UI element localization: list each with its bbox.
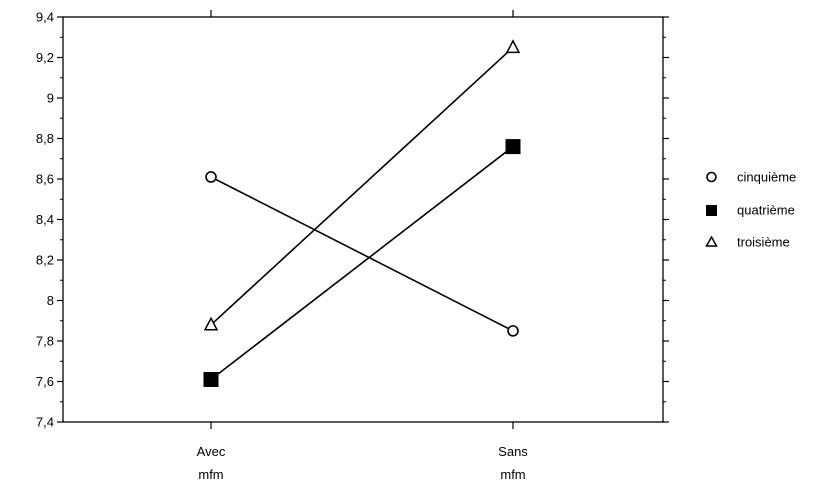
data-point — [203, 371, 219, 387]
legend-marker — [705, 235, 718, 247]
y-tick-label: 8,6 — [36, 172, 54, 187]
x-tick-label: Avec mfm — [197, 444, 226, 482]
series-group — [203, 39, 521, 387]
series-line — [210, 176, 514, 332]
legend-label: quatrième — [737, 203, 795, 218]
y-tick-label: 7,8 — [36, 334, 54, 349]
legend-marker — [706, 205, 717, 216]
legend-item: troisième — [705, 235, 790, 250]
plot-frame — [62, 16, 664, 423]
legend-item: cinquième — [706, 170, 796, 185]
y-tick-label: 9,4 — [36, 10, 54, 25]
series-quatrième — [203, 139, 521, 387]
plot-border — [62, 16, 664, 423]
y-tick-label: 8 — [47, 293, 54, 308]
data-point — [203, 316, 219, 331]
x-tick-label: Sans mfm — [498, 444, 528, 482]
series-line — [210, 145, 514, 381]
series-troisième — [203, 39, 521, 331]
legend-item: quatrième — [706, 203, 795, 218]
y-tick-label: 7,6 — [36, 374, 54, 389]
legend-marker — [706, 171, 717, 183]
y-tick-label: 8,2 — [36, 253, 54, 268]
y-axis: 7,4 7,6 7,8 8 8,2 8,4 8,6 8,8 9 9,2 9,4 — [36, 10, 669, 430]
series-line — [210, 46, 514, 326]
y-tick-label: 7,4 — [36, 415, 54, 430]
y-tick-label: 8,4 — [36, 212, 54, 227]
y-tick-label: 9,2 — [36, 50, 54, 65]
x-axis: Avec mfm Sans mfm — [197, 10, 528, 482]
data-point — [505, 139, 521, 155]
legend-label: cinquième — [737, 170, 796, 185]
data-point — [505, 39, 521, 54]
y-tick-label: 8,8 — [36, 131, 54, 146]
series-cinquième — [205, 171, 519, 337]
legend-label: troisième — [737, 235, 790, 250]
y-tick-label: 9 — [47, 91, 54, 106]
legend: cinquième quatrième troisième — [705, 170, 796, 250]
data-point — [507, 325, 519, 337]
data-point — [205, 171, 217, 183]
